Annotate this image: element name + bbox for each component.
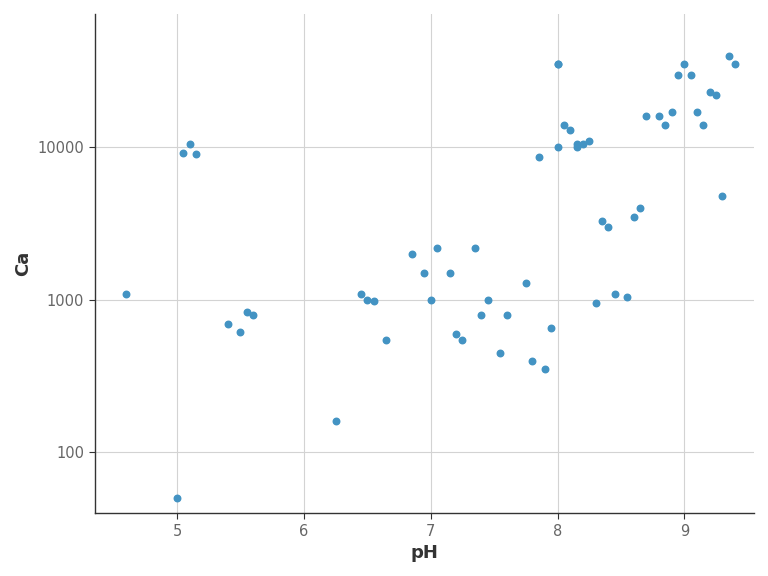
Point (329, 416, 342, 426)
Point (456, 335, 468, 344)
Point (589, 299, 601, 308)
Point (538, 365, 551, 374)
Point (621, 292, 634, 301)
Point (450, 329, 462, 338)
Point (501, 310, 513, 319)
Point (177, 148, 190, 157)
Point (602, 222, 614, 232)
Point (659, 120, 671, 130)
Point (234, 327, 247, 336)
Point (558, 120, 570, 130)
Point (583, 137, 595, 146)
Point (222, 319, 234, 328)
Point (666, 108, 678, 117)
Point (171, 494, 184, 503)
Point (247, 310, 260, 319)
Point (634, 203, 646, 213)
Point (691, 108, 703, 117)
Point (564, 126, 576, 135)
Point (571, 143, 583, 152)
Point (577, 139, 589, 149)
Point (678, 60, 690, 69)
Point (532, 152, 545, 161)
Point (729, 60, 741, 69)
Point (551, 60, 564, 69)
X-axis label: pH: pH (410, 544, 439, 562)
Point (641, 112, 653, 121)
Point (367, 296, 379, 305)
Point (723, 51, 735, 60)
Point (545, 324, 558, 333)
Point (526, 356, 538, 365)
Point (184, 139, 196, 149)
Point (406, 249, 418, 259)
Point (120, 289, 132, 298)
Y-axis label: Ca: Ca (14, 251, 32, 276)
Point (520, 278, 532, 287)
Point (431, 243, 443, 252)
Point (190, 150, 202, 159)
Point (571, 139, 583, 149)
Point (672, 70, 684, 79)
Point (608, 289, 621, 298)
Point (240, 308, 253, 317)
Point (475, 310, 488, 319)
Point (425, 295, 437, 305)
Point (697, 120, 710, 130)
Point (482, 295, 494, 305)
Point (469, 243, 482, 252)
Point (703, 88, 716, 97)
Point (551, 60, 564, 69)
Point (361, 295, 373, 305)
Point (627, 213, 640, 222)
Point (684, 70, 697, 79)
Point (596, 216, 608, 225)
Point (380, 335, 392, 344)
Point (717, 191, 729, 200)
Point (710, 90, 722, 100)
Point (551, 143, 564, 152)
Point (653, 112, 665, 121)
Point (495, 348, 507, 358)
Point (355, 289, 367, 298)
Point (419, 268, 431, 278)
Point (444, 268, 456, 278)
